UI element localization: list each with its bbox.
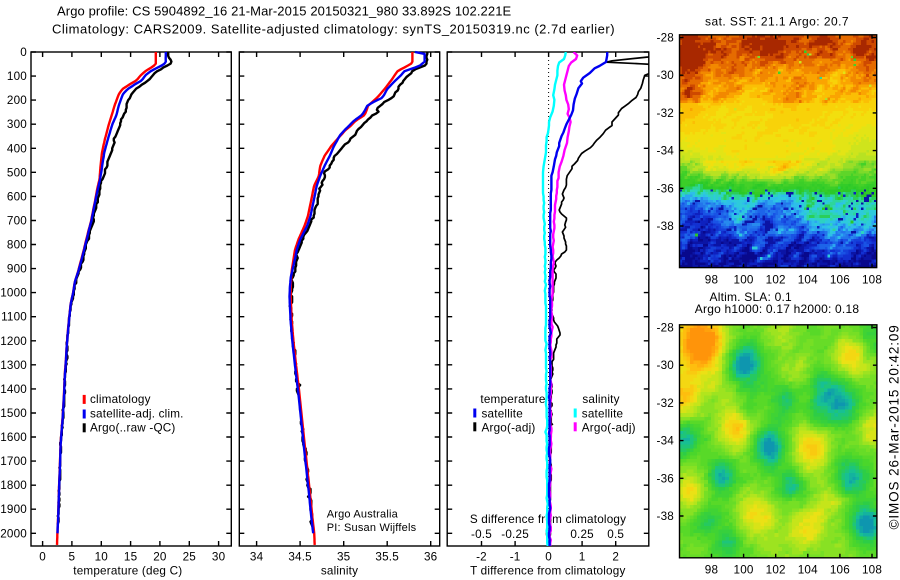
svg-text:climatology: climatology: [90, 393, 151, 406]
svg-text:100: 100: [734, 564, 754, 577]
svg-text:temperature (deg C): temperature (deg C): [73, 565, 182, 578]
svg-text:0: 0: [20, 46, 27, 59]
svg-text:Argo(-adj): Argo(-adj): [582, 422, 636, 435]
svg-text:Altim. SLA: 0.1: Altim. SLA: 0.1: [710, 290, 792, 304]
svg-text:-30: -30: [657, 69, 675, 82]
svg-text:1200: 1200: [0, 335, 27, 348]
svg-text:35: 35: [337, 551, 351, 564]
svg-text:106: 106: [830, 564, 850, 577]
svg-text:700: 700: [7, 215, 27, 228]
svg-text:-28: -28: [657, 322, 675, 335]
svg-text:©IMOS 26-Mar-2015 20:42:09: ©IMOS 26-Mar-2015 20:42:09: [887, 324, 900, 529]
svg-text:34.5: 34.5: [288, 551, 312, 564]
svg-text:1500: 1500: [0, 407, 27, 420]
svg-text:30: 30: [212, 551, 226, 564]
svg-text:Argo h1000: 0.17 h2000: 0.18: Argo h1000: 0.17 h2000: 0.18: [695, 302, 860, 316]
svg-text:100: 100: [7, 70, 27, 83]
svg-text:98: 98: [705, 564, 718, 577]
svg-text:1600: 1600: [0, 431, 27, 444]
svg-text:300: 300: [7, 118, 27, 131]
svg-text:Argo Australia: Argo Australia: [327, 509, 399, 521]
svg-text:1700: 1700: [0, 455, 27, 468]
svg-text:Argo profile: CS 5904892_16 21: Argo profile: CS 5904892_16 21-Mar-2015 …: [57, 4, 512, 19]
svg-text:-38: -38: [657, 510, 675, 523]
svg-text:Climatology: CARS2009. Satelli: Climatology: CARS2009. Satellite-adjuste…: [52, 22, 615, 37]
svg-text:15: 15: [124, 551, 138, 564]
svg-text:-30: -30: [657, 359, 675, 372]
svg-text:1900: 1900: [0, 503, 27, 516]
svg-text:-36: -36: [657, 472, 675, 485]
svg-text:25: 25: [183, 551, 197, 564]
svg-text:108: 108: [862, 564, 882, 577]
svg-text:-38: -38: [657, 220, 675, 233]
svg-text:900: 900: [7, 263, 27, 276]
svg-text:800: 800: [7, 239, 27, 252]
svg-text:104: 104: [798, 564, 818, 577]
svg-text:20: 20: [153, 551, 167, 564]
svg-text:5: 5: [69, 551, 76, 564]
svg-text:400: 400: [7, 142, 27, 155]
svg-text:0: 0: [39, 551, 46, 564]
svg-text:600: 600: [7, 190, 27, 203]
svg-text:Argo(-adj): Argo(-adj): [482, 422, 536, 435]
svg-text:-32: -32: [657, 397, 675, 410]
svg-text:1400: 1400: [0, 383, 27, 396]
svg-text:0: 0: [545, 551, 552, 564]
svg-text:Argo(..raw -QC): Argo(..raw -QC): [90, 422, 175, 435]
svg-text:-0.5: -0.5: [471, 528, 492, 541]
svg-text:2000: 2000: [0, 527, 27, 540]
svg-text:satellite: satellite: [582, 408, 623, 421]
svg-text:salinity: salinity: [321, 565, 358, 578]
svg-text:102: 102: [766, 564, 786, 577]
svg-text:-1: -1: [510, 551, 521, 564]
svg-text:10: 10: [95, 551, 109, 564]
svg-text:1800: 1800: [0, 479, 27, 492]
svg-text:-34: -34: [657, 145, 675, 158]
svg-text:108: 108: [862, 274, 882, 287]
svg-text:1: 1: [579, 551, 586, 564]
svg-text:salinity: salinity: [582, 393, 619, 406]
svg-text:satellite: satellite: [482, 408, 523, 421]
svg-text:104: 104: [798, 274, 818, 287]
svg-text:T difference from climatology: T difference from climatology: [470, 565, 625, 578]
svg-text:102: 102: [766, 274, 786, 287]
svg-text:satellite-adj. clim.: satellite-adj. clim.: [90, 408, 184, 421]
svg-text:36: 36: [424, 551, 437, 564]
svg-text:-2: -2: [476, 551, 487, 564]
svg-text:98: 98: [705, 274, 718, 287]
svg-text:100: 100: [734, 274, 754, 287]
svg-text:-0.25: -0.25: [501, 528, 529, 541]
svg-text:1100: 1100: [1, 311, 27, 324]
svg-text:1300: 1300: [0, 359, 27, 372]
svg-text:35.5: 35.5: [375, 551, 399, 564]
svg-text:-34: -34: [657, 435, 675, 448]
svg-text:106: 106: [830, 274, 850, 287]
svg-text:-32: -32: [657, 107, 675, 120]
svg-text:sat. SST: 21.1 Argo: 20.7: sat. SST: 21.1 Argo: 20.7: [705, 15, 849, 29]
svg-text:temperature: temperature: [480, 393, 545, 406]
svg-text:PI: Susan Wijffels: PI: Susan Wijffels: [327, 522, 417, 534]
svg-text:0.25: 0.25: [570, 528, 594, 541]
svg-text:1000: 1000: [0, 287, 27, 300]
svg-text:-36: -36: [657, 182, 675, 195]
svg-text:34: 34: [250, 551, 264, 564]
svg-text:-28: -28: [657, 32, 675, 45]
svg-text:2: 2: [612, 551, 619, 564]
svg-text:500: 500: [7, 166, 27, 179]
svg-text:200: 200: [7, 94, 27, 107]
svg-text:0.5: 0.5: [607, 528, 624, 541]
